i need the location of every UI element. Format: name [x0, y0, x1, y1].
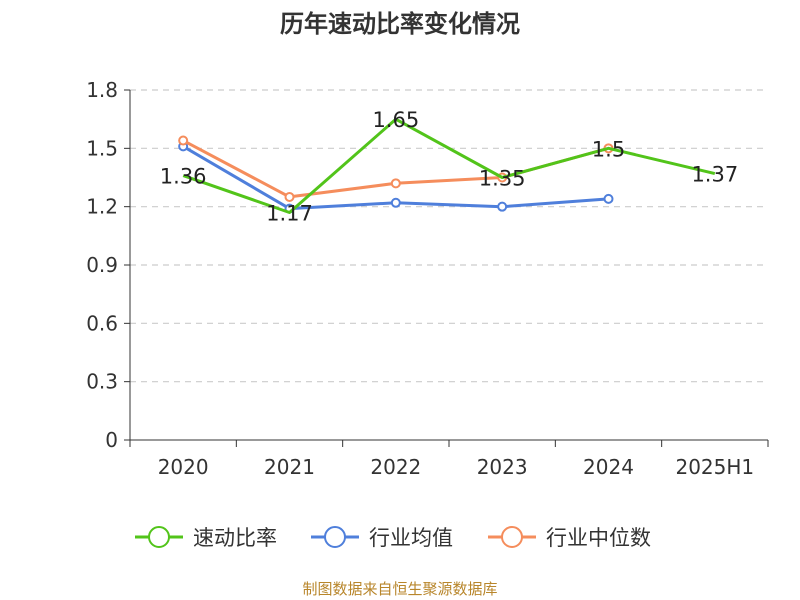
axes: 0 0.3 0.6 0.9 1.2 1.5 1.8 2020 2021 2022 2023 2024 2…: [86, 78, 769, 479]
y-tick-label: 0.9: [86, 253, 118, 277]
chart-title: 历年速动比率变化情况: [280, 10, 520, 38]
data-label: 1.5: [592, 137, 625, 161]
x-tick-label: 2024: [583, 455, 634, 479]
data-labels: 1.36 1.17 1.65 1.35 1.5 1.37: [160, 108, 738, 225]
series-2-point: [284, 191, 295, 202]
data-label: 1.17: [266, 202, 313, 226]
y-tick-label: 1.5: [86, 136, 118, 160]
series-1-point: [497, 201, 508, 212]
y-tick-label: 1.8: [86, 78, 118, 102]
series-1-point: [603, 193, 614, 204]
grid-lines: [130, 89, 768, 383]
y-tick-label: 0: [105, 428, 118, 452]
series-2-point: [390, 178, 401, 189]
legend-label: 行业中位数: [546, 526, 651, 550]
legend-marker-1: [324, 526, 346, 548]
y-tick-label: 0.3: [86, 370, 118, 394]
data-label: 1.37: [691, 163, 738, 187]
legend-label: 行业均值: [369, 526, 453, 550]
series-2-point: [178, 135, 189, 146]
data-label: 1.36: [160, 165, 207, 189]
series-line-2: [182, 139, 609, 199]
legend-marker-2: [501, 526, 523, 548]
x-tick-label: 2025H1: [675, 455, 754, 479]
data-label: 1.35: [479, 167, 526, 191]
x-tick-label: 2020: [158, 455, 209, 479]
x-tick-label: 2022: [370, 455, 421, 479]
y-tick-label: 0.6: [86, 311, 118, 335]
series-layer: [178, 117, 716, 214]
legend-label: 速动比率: [193, 526, 277, 550]
series-1-point: [390, 197, 401, 208]
x-tick-label: 2023: [477, 455, 528, 479]
legend: 速动比率 行业均值 行业中位数: [135, 526, 651, 550]
series-line-0: [182, 117, 716, 214]
x-tick-label: 2021: [264, 455, 315, 479]
data-label: 1.65: [372, 108, 419, 132]
source-note: 制图数据来自恒生聚源数据库: [302, 580, 497, 598]
y-tick-label: 1.2: [86, 195, 118, 219]
legend-marker-0: [148, 526, 170, 548]
